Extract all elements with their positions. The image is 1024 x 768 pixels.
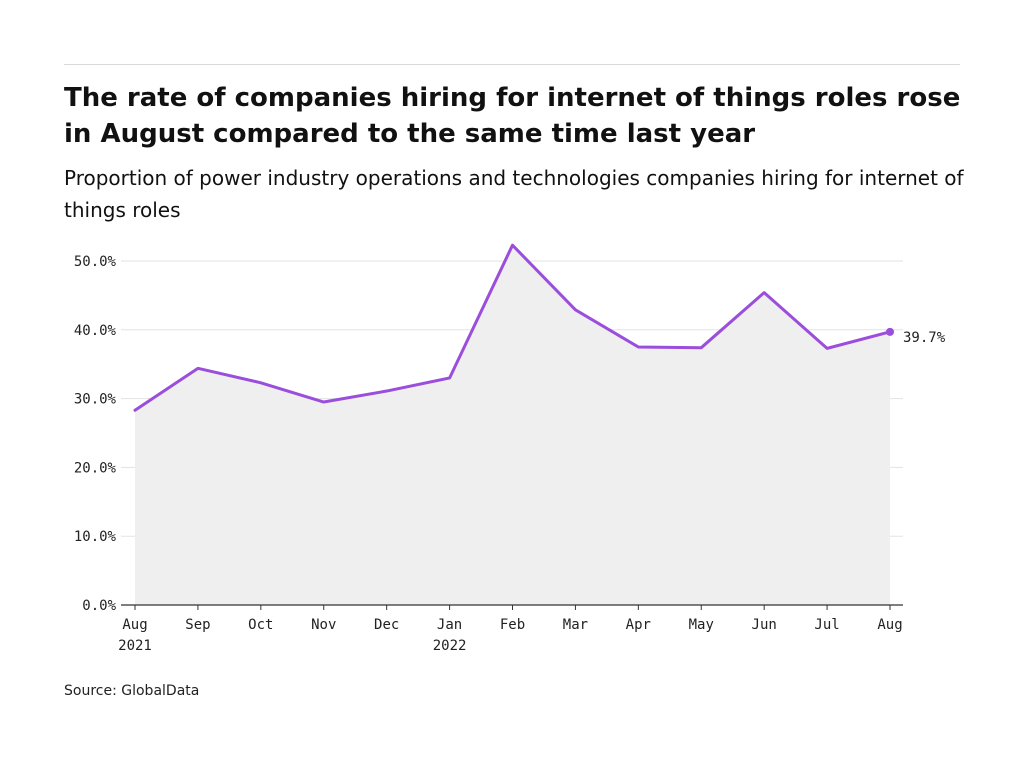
x-tick-label: Dec <box>374 617 399 633</box>
data-point-latest <box>886 327 894 336</box>
y-tick-label: 0.0% <box>82 598 116 614</box>
source-note: Source: GlobalData <box>64 683 200 699</box>
y-tick-label: 40.0% <box>74 323 117 339</box>
y-tick-label: 50.0% <box>74 254 117 270</box>
x-tick-label: Jun <box>752 617 777 633</box>
end-value-label: 39.7% <box>903 330 946 346</box>
data-points <box>886 327 894 336</box>
top-rule <box>64 64 960 65</box>
area-fill <box>135 245 890 605</box>
x-tick-label: Aug <box>877 617 902 633</box>
y-tick-label: 20.0% <box>74 460 117 476</box>
chart-title: The rate of companies hiring for interne… <box>64 83 961 149</box>
x-tick-label: Jan <box>437 617 462 633</box>
x-tick-label: Apr <box>626 617 651 633</box>
y-tick-label: 30.0% <box>74 392 117 408</box>
x-tick-label: Aug <box>122 617 147 633</box>
x-tick-label: May <box>689 617 714 633</box>
x-tick-label: Jul <box>814 617 839 633</box>
series-line <box>133 243 892 412</box>
chart-subtitle: Proportion of power industry operations … <box>64 166 964 222</box>
x-tick-label: Mar <box>563 617 588 633</box>
x-tick-year-label: 2022 <box>433 638 467 654</box>
x-tick-label: Oct <box>248 617 273 633</box>
x-tick-label: Feb <box>500 617 525 633</box>
x-tick-label: Sep <box>185 617 210 633</box>
x-tick-label: Nov <box>311 617 336 633</box>
x-axis: Aug 2021 Sep Oct Nov Dec Jan 2022 Feb Mar Apr May Ju… <box>118 605 903 654</box>
y-axis: 0.0% 10.0% 20.0% 30.0% 40.0% 50.0% <box>74 254 117 614</box>
y-tick-label: 10.0% <box>74 529 117 545</box>
x-tick-year-label: 2021 <box>118 638 152 654</box>
